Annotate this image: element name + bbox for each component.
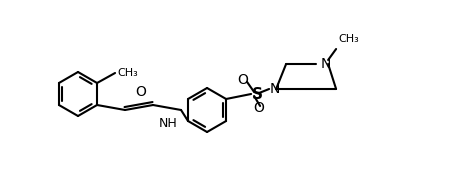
Text: N: N xyxy=(321,57,332,71)
Text: N: N xyxy=(270,82,280,96)
Text: O: O xyxy=(254,101,265,115)
Text: NH: NH xyxy=(158,116,177,130)
Text: CH₃: CH₃ xyxy=(117,68,138,78)
Text: O: O xyxy=(135,84,146,99)
Text: CH₃: CH₃ xyxy=(338,34,359,44)
Text: S: S xyxy=(252,86,263,102)
Text: O: O xyxy=(238,73,249,87)
